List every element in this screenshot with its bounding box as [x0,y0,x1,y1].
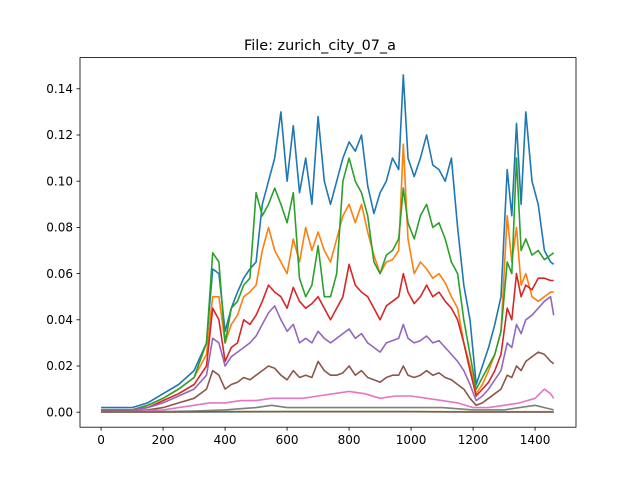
chart-title: File: zurich_city_07_a [244,38,396,54]
plot-frame [79,57,577,428]
x-tick-label: 200 [152,433,175,447]
y-tick-label: 0.00 [46,405,73,419]
x-tick-label: 400 [214,433,237,447]
series-line-5 [101,295,555,411]
y-axis: 0.00 0.02 0.04 0.06 0.08 0.10 0.12 0.14 [46,82,80,419]
y-tick-label: 0.10 [46,174,73,188]
series-line-8 [101,404,554,413]
x-tick-label: 1000 [396,433,427,447]
y-tick-label: 0.02 [46,359,73,373]
x-tick-label: 800 [338,433,361,447]
series-line-4 [101,263,554,411]
x-tick-label: 0 [97,433,105,447]
y-tick-label: 0.04 [46,313,73,327]
series-line-6 [101,351,555,412]
series-layer [101,74,555,413]
x-tick-label: 600 [276,433,299,447]
y-tick-label: 0.06 [46,267,73,281]
y-tick-label: 0.12 [46,128,73,142]
x-tick-label: 1200 [458,433,489,447]
x-tick-label: 1400 [520,433,551,447]
y-tick-label: 0.08 [46,221,73,235]
series-line-3 [101,157,555,411]
y-tick-label: 0.14 [46,82,73,96]
x-axis: 0 200 400 600 800 1000 1200 1400 [97,427,550,447]
series-line-7 [101,388,555,413]
